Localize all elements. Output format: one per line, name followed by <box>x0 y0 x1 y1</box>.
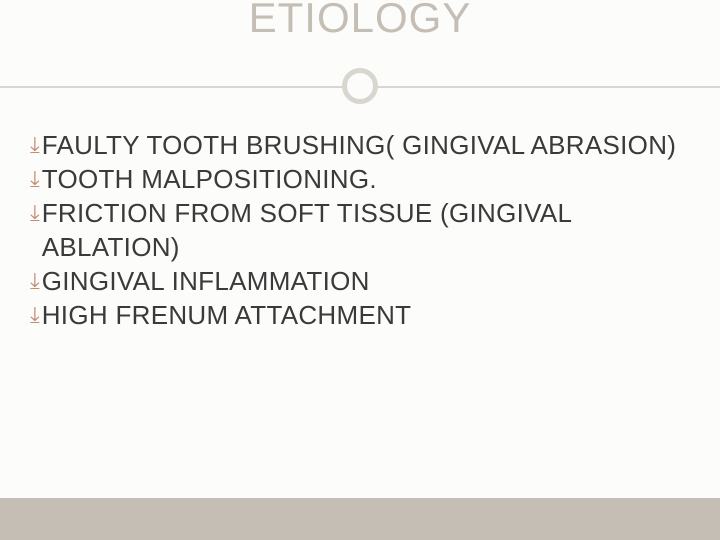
list-item: ⤓ TOOTH MALPOSITIONING. <box>30 162 690 196</box>
slide-title: ETIOLOGY <box>0 0 720 42</box>
bottom-bar <box>0 498 720 540</box>
bullet-list: ⤓ FAULTY TOOTH BRUSHING( GINGIVAL ABRASI… <box>30 128 690 332</box>
bullet-text: TOOTH MALPOSITIONING. <box>42 162 377 196</box>
bullet-text: FRICTION FROM SOFT TISSUE (GINGIVAL ABLA… <box>42 196 690 264</box>
bullet-icon: ⤓ <box>30 196 40 230</box>
list-item: ⤓ GINGIVAL INFLAMMATION <box>30 264 690 298</box>
list-item: ⤓ HIGH FRENUM ATTACHMENT <box>30 298 690 332</box>
list-item: ⤓ FRICTION FROM SOFT TISSUE (GINGIVAL AB… <box>30 196 690 264</box>
list-item: ⤓ FAULTY TOOTH BRUSHING( GINGIVAL ABRASI… <box>30 128 690 162</box>
bullet-icon: ⤓ <box>30 298 40 332</box>
bullet-text: GINGIVAL INFLAMMATION <box>42 264 370 298</box>
bullet-text: HIGH FRENUM ATTACHMENT <box>42 298 412 332</box>
divider-circle <box>342 68 378 104</box>
bullet-icon: ⤓ <box>30 264 40 298</box>
slide: ETIOLOGY ⤓ FAULTY TOOTH BRUSHING( GINGIV… <box>0 0 720 540</box>
bullet-icon: ⤓ <box>30 128 40 162</box>
bullet-text: FAULTY TOOTH BRUSHING( GINGIVAL ABRASION… <box>42 128 677 162</box>
bullet-icon: ⤓ <box>30 162 40 196</box>
